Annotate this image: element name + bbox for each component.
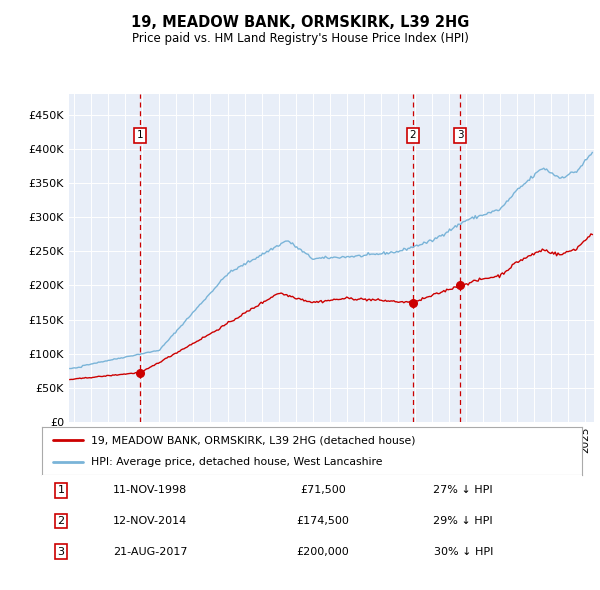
Text: 12-NOV-2014: 12-NOV-2014: [113, 516, 187, 526]
Text: 21-AUG-2017: 21-AUG-2017: [113, 547, 187, 556]
Text: 2: 2: [58, 516, 64, 526]
Text: 30% ↓ HPI: 30% ↓ HPI: [434, 547, 493, 556]
Text: HPI: Average price, detached house, West Lancashire: HPI: Average price, detached house, West…: [91, 457, 382, 467]
Text: 1: 1: [58, 486, 64, 495]
Text: 19, MEADOW BANK, ORMSKIRK, L39 2HG (detached house): 19, MEADOW BANK, ORMSKIRK, L39 2HG (deta…: [91, 435, 415, 445]
Text: 1: 1: [137, 130, 143, 140]
Text: 27% ↓ HPI: 27% ↓ HPI: [433, 486, 493, 495]
Text: 2: 2: [409, 130, 416, 140]
Text: 29% ↓ HPI: 29% ↓ HPI: [433, 516, 493, 526]
Text: 3: 3: [457, 130, 463, 140]
Text: £200,000: £200,000: [296, 547, 349, 556]
Text: 3: 3: [58, 547, 64, 556]
Text: £71,500: £71,500: [300, 486, 346, 495]
Text: 19, MEADOW BANK, ORMSKIRK, L39 2HG: 19, MEADOW BANK, ORMSKIRK, L39 2HG: [131, 15, 469, 30]
Text: £174,500: £174,500: [296, 516, 349, 526]
Text: Price paid vs. HM Land Registry's House Price Index (HPI): Price paid vs. HM Land Registry's House …: [131, 32, 469, 45]
Text: 11-NOV-1998: 11-NOV-1998: [113, 486, 187, 495]
